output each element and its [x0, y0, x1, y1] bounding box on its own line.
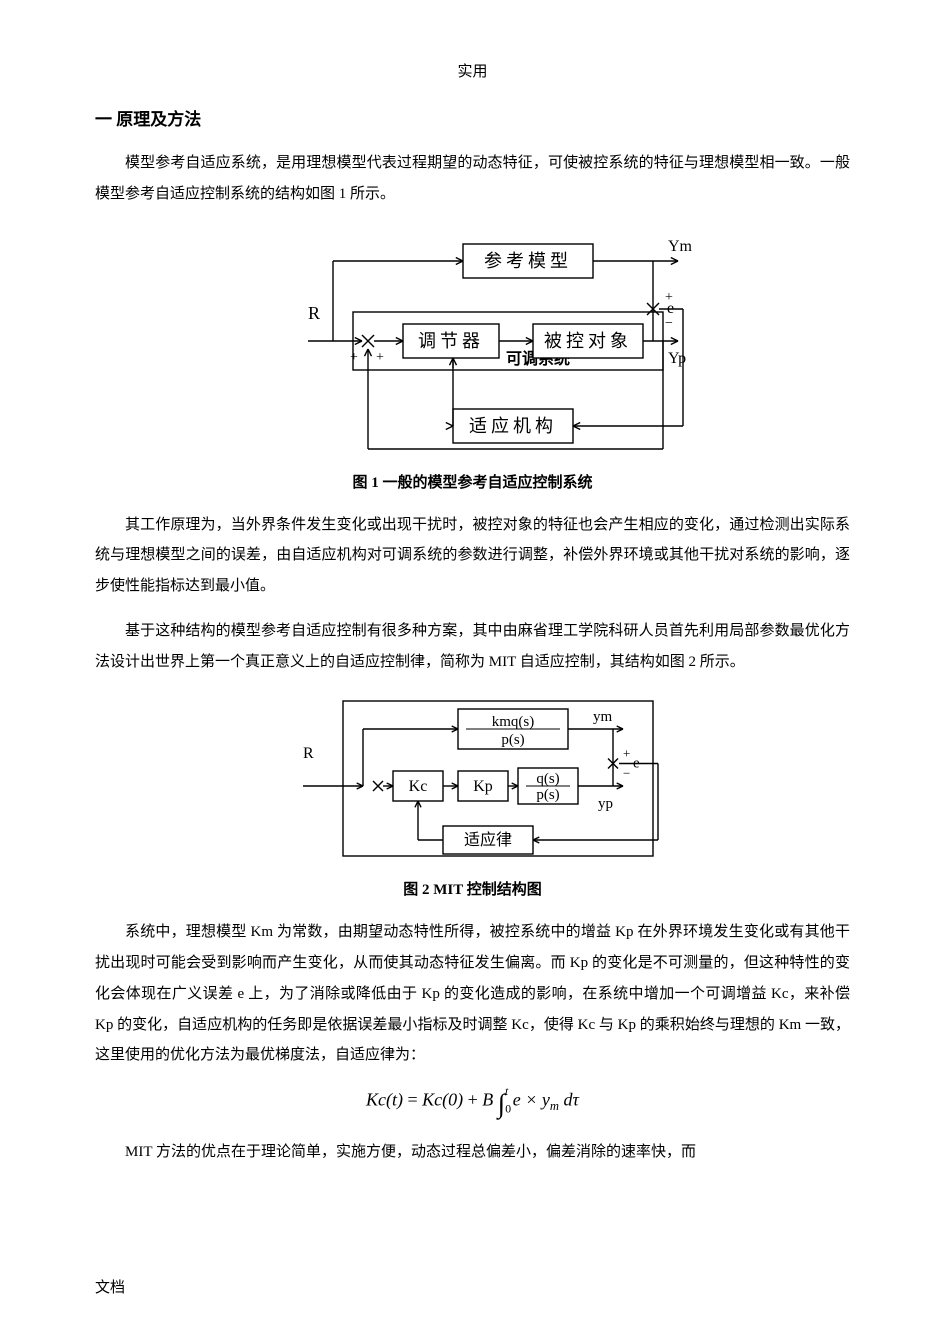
svg-text:Ym: Ym: [668, 238, 693, 255]
eq-integrand-sub: m: [550, 1099, 559, 1113]
paragraph-1: 模型参考自适应系统，是用理想模型代表过程期望的动态特征，可使被控系统的特征与理想…: [95, 148, 850, 210]
figure-1-caption: 图 1 一般的模型参考自适应控制系统: [95, 471, 850, 492]
equation: Kc(t) = Kc(0) + B ∫0t e × ym dτ: [95, 1085, 850, 1119]
svg-text:调节器: 调节器: [418, 331, 484, 351]
svg-text:被控对象: 被控对象: [544, 331, 632, 351]
svg-text:−: −: [665, 316, 673, 331]
eq-dtau: dτ: [564, 1090, 579, 1110]
eq-integrand: e × y: [513, 1090, 550, 1110]
figure-2-caption: 图 2 MIT 控制结构图: [95, 878, 850, 899]
section-title: 一 原理及方法: [95, 105, 850, 130]
eq-lower: 0: [505, 1103, 511, 1116]
paragraph-3: 基于这种结构的模型参考自适应控制有很多种方案，其中由麻省理工学院科研人员首先利用…: [95, 616, 850, 678]
page-header: 实用: [95, 60, 850, 81]
eq-upper: t: [505, 1085, 508, 1098]
eq-lhs: Kc(t): [366, 1090, 403, 1110]
figure-1: 可调系统参考模型调节器被控对象适应机构R++YpYm+−e: [95, 224, 850, 459]
svg-text:Kc: Kc: [408, 778, 427, 795]
svg-text:ym: ym: [593, 709, 613, 725]
svg-text:+: +: [376, 350, 384, 365]
svg-text:−: −: [623, 766, 630, 781]
svg-text:kmq(s): kmq(s): [491, 714, 534, 730]
svg-text:yp: yp: [598, 796, 613, 812]
svg-text:q(s): q(s): [536, 771, 559, 787]
svg-text:R: R: [308, 303, 320, 323]
paragraph-5: MIT 方法的优点在于理论简单，实施方便，动态过程总偏差小，偏差消除的速率快，而: [95, 1137, 850, 1168]
svg-text:适应律: 适应律: [463, 830, 511, 849]
page: 实用 一 原理及方法 模型参考自适应系统，是用理想模型代表过程期望的动态特征，可…: [0, 0, 945, 1337]
svg-text:参考模型: 参考模型: [484, 251, 572, 271]
figure-1-svg: 可调系统参考模型调节器被控对象适应机构R++YpYm+−e: [253, 224, 693, 454]
page-footer: 文档: [95, 1276, 125, 1297]
svg-text:p(s): p(s): [536, 787, 559, 803]
svg-text:+: +: [350, 350, 358, 365]
svg-text:Kp: Kp: [473, 778, 493, 795]
eq-coef: B: [482, 1090, 493, 1110]
paragraph-4: 系统中，理想模型 Km 为常数，由期望动态特性所得，被控系统中的增益 Kp 在外…: [95, 917, 850, 1071]
svg-text:适应机构: 适应机构: [469, 416, 557, 436]
eq-rhs-const: Kc(0): [422, 1090, 463, 1110]
svg-text:+: +: [623, 746, 630, 761]
svg-text:R: R: [303, 745, 314, 762]
figure-2: kmq(s)p(s)KcKpq(s)p(s)适应律Rypym+−e: [95, 691, 850, 866]
svg-text:p(s): p(s): [501, 732, 524, 748]
figure-2-svg: kmq(s)p(s)KcKpq(s)p(s)适应律Rypym+−e: [263, 691, 683, 861]
paragraph-2: 其工作原理为，当外界条件发生变化或出现干扰时，被控对象的特征也会产生相应的变化，…: [95, 510, 850, 602]
